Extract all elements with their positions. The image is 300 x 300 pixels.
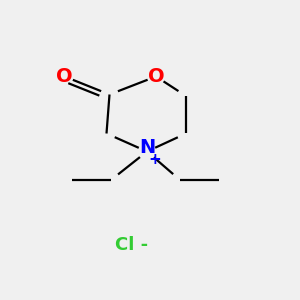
- Text: N: N: [139, 138, 155, 158]
- Text: O: O: [148, 67, 164, 86]
- Text: O: O: [56, 67, 73, 86]
- Text: Cl -: Cl -: [116, 236, 148, 253]
- Text: +: +: [148, 152, 161, 166]
